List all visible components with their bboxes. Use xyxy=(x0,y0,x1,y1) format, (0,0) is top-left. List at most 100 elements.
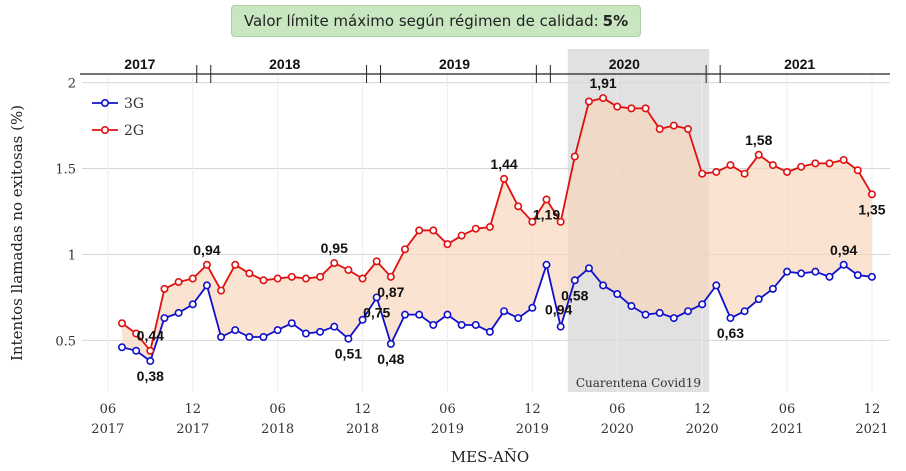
point-3G xyxy=(641,310,650,319)
x-tick-year: 2018 xyxy=(261,422,294,437)
data-label: 0,94 xyxy=(830,242,857,258)
point-3G xyxy=(160,314,169,323)
point-2G xyxy=(146,346,155,355)
point-2G xyxy=(372,257,381,266)
x-axis-title: MES-AÑO xyxy=(451,448,529,466)
point-3G xyxy=(768,284,777,293)
point-2G xyxy=(415,226,424,235)
point-2G xyxy=(471,224,480,233)
data-label: 0,38 xyxy=(137,368,164,384)
point-3G xyxy=(415,310,424,319)
year-header-2017: 2017 xyxy=(124,56,155,72)
point-2G xyxy=(556,217,565,226)
data-label: 1,58 xyxy=(745,132,772,148)
point-2G xyxy=(316,272,325,281)
x-tick-month: 06 xyxy=(439,402,456,417)
point-3G xyxy=(839,260,848,269)
x-tick-year: 2021 xyxy=(771,422,804,437)
data-label: 0,44 xyxy=(137,328,164,344)
point-3G xyxy=(485,327,494,336)
point-2G xyxy=(599,94,608,103)
point-3G xyxy=(287,319,296,328)
point-2G xyxy=(528,217,537,226)
y-tick-label: 1 xyxy=(68,248,76,263)
point-3G xyxy=(797,269,806,278)
point-3G xyxy=(245,332,254,341)
point-2G xyxy=(655,125,664,134)
point-3G xyxy=(683,307,692,316)
point-2G xyxy=(132,329,141,338)
data-label: 0,87 xyxy=(377,284,404,300)
point-3G xyxy=(372,293,381,302)
point-3G xyxy=(783,267,792,276)
point-3G xyxy=(132,346,141,355)
data-label: 0,51 xyxy=(335,346,362,362)
point-2G xyxy=(217,286,226,295)
y-tick-label: 2 xyxy=(68,77,76,92)
point-2G xyxy=(514,202,523,211)
year-header-2019: 2019 xyxy=(439,56,470,72)
point-2G xyxy=(698,169,707,178)
point-3G xyxy=(188,300,197,309)
point-2G xyxy=(683,125,692,134)
legend-label-2G: 2G xyxy=(124,123,144,139)
point-3G xyxy=(174,308,183,317)
point-3G xyxy=(273,326,282,335)
quality-limit-banner: Valor límite máximo según régimen de cal… xyxy=(231,5,641,37)
y-axis-title: Intentos llamadas no exitosas (%) xyxy=(8,105,26,361)
point-3G xyxy=(542,260,551,269)
point-2G xyxy=(768,161,777,170)
x-tick-year: 2020 xyxy=(686,422,719,437)
x-tick-year: 2017 xyxy=(176,422,209,437)
year-header-2021: 2021 xyxy=(784,56,815,72)
point-3G xyxy=(344,334,353,343)
point-2G xyxy=(386,272,395,281)
data-label: 0,48 xyxy=(377,351,404,367)
point-3G xyxy=(429,320,438,329)
point-2G xyxy=(457,231,466,240)
legend-label-3G: 3G xyxy=(124,96,144,112)
point-3G xyxy=(146,357,155,366)
point-2G xyxy=(485,222,494,231)
x-tick-year: 2021 xyxy=(855,422,888,437)
data-label: 0,95 xyxy=(321,240,348,256)
point-2G xyxy=(188,274,197,283)
point-3G xyxy=(400,310,409,319)
point-2G xyxy=(245,269,254,278)
point-3G xyxy=(627,302,636,311)
point-2G xyxy=(811,159,820,168)
legend-marker-3G xyxy=(101,99,110,108)
x-tick-month: 06 xyxy=(609,402,626,417)
point-3G xyxy=(599,281,608,290)
point-3G xyxy=(825,272,834,281)
point-3G xyxy=(301,329,310,338)
banner-value: 5% xyxy=(602,12,629,30)
point-3G xyxy=(853,271,862,280)
point-3G xyxy=(584,264,593,273)
x-tick-year: 2019 xyxy=(431,422,464,437)
x-tick-year: 2017 xyxy=(91,422,124,437)
point-2G xyxy=(429,226,438,235)
point-3G xyxy=(316,327,325,336)
x-tick-month: 12 xyxy=(864,402,881,417)
point-2G xyxy=(584,97,593,106)
point-2G xyxy=(783,167,792,176)
x-tick-year: 2019 xyxy=(516,422,549,437)
year-header-2020: 2020 xyxy=(609,56,640,72)
x-tick-month: 12 xyxy=(524,402,541,417)
point-2G xyxy=(613,102,622,111)
x-tick-month: 12 xyxy=(184,402,201,417)
point-2G xyxy=(839,155,848,164)
point-2G xyxy=(287,272,296,281)
point-2G xyxy=(443,240,452,249)
point-3G xyxy=(655,308,664,317)
point-3G xyxy=(500,307,509,316)
point-3G xyxy=(471,320,480,329)
point-3G xyxy=(443,310,452,319)
point-2G xyxy=(797,162,806,171)
point-2G xyxy=(358,274,367,283)
point-2G xyxy=(853,166,862,175)
x-tick-month: 12 xyxy=(354,402,371,417)
point-2G xyxy=(867,190,876,199)
